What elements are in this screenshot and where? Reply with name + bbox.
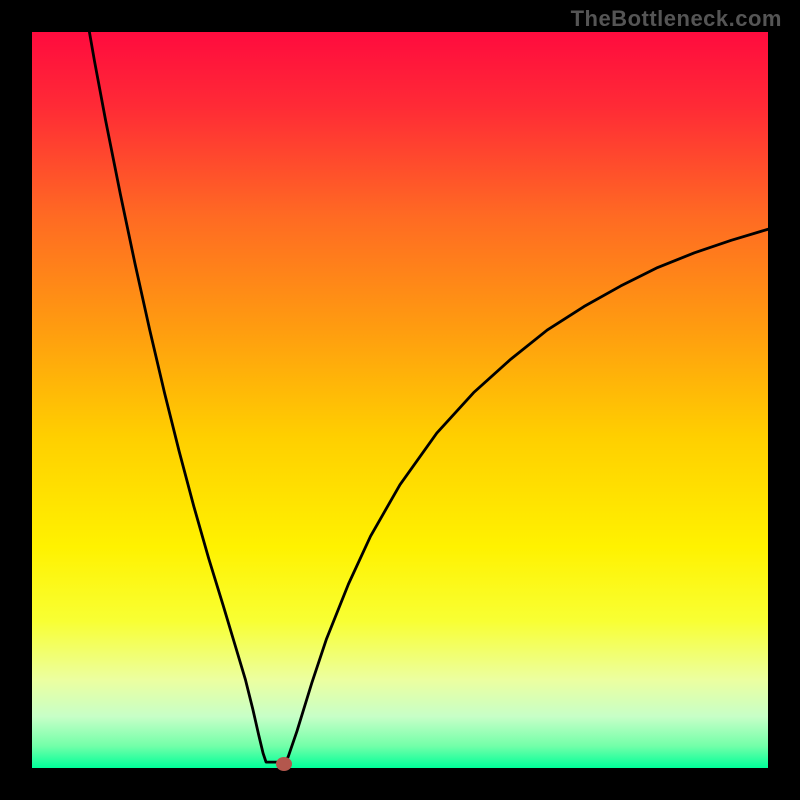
plot-area bbox=[32, 32, 768, 768]
bottleneck-curve bbox=[32, 32, 768, 768]
optimal-point-marker bbox=[276, 757, 292, 771]
watermark-text: TheBottleneck.com bbox=[571, 6, 782, 32]
